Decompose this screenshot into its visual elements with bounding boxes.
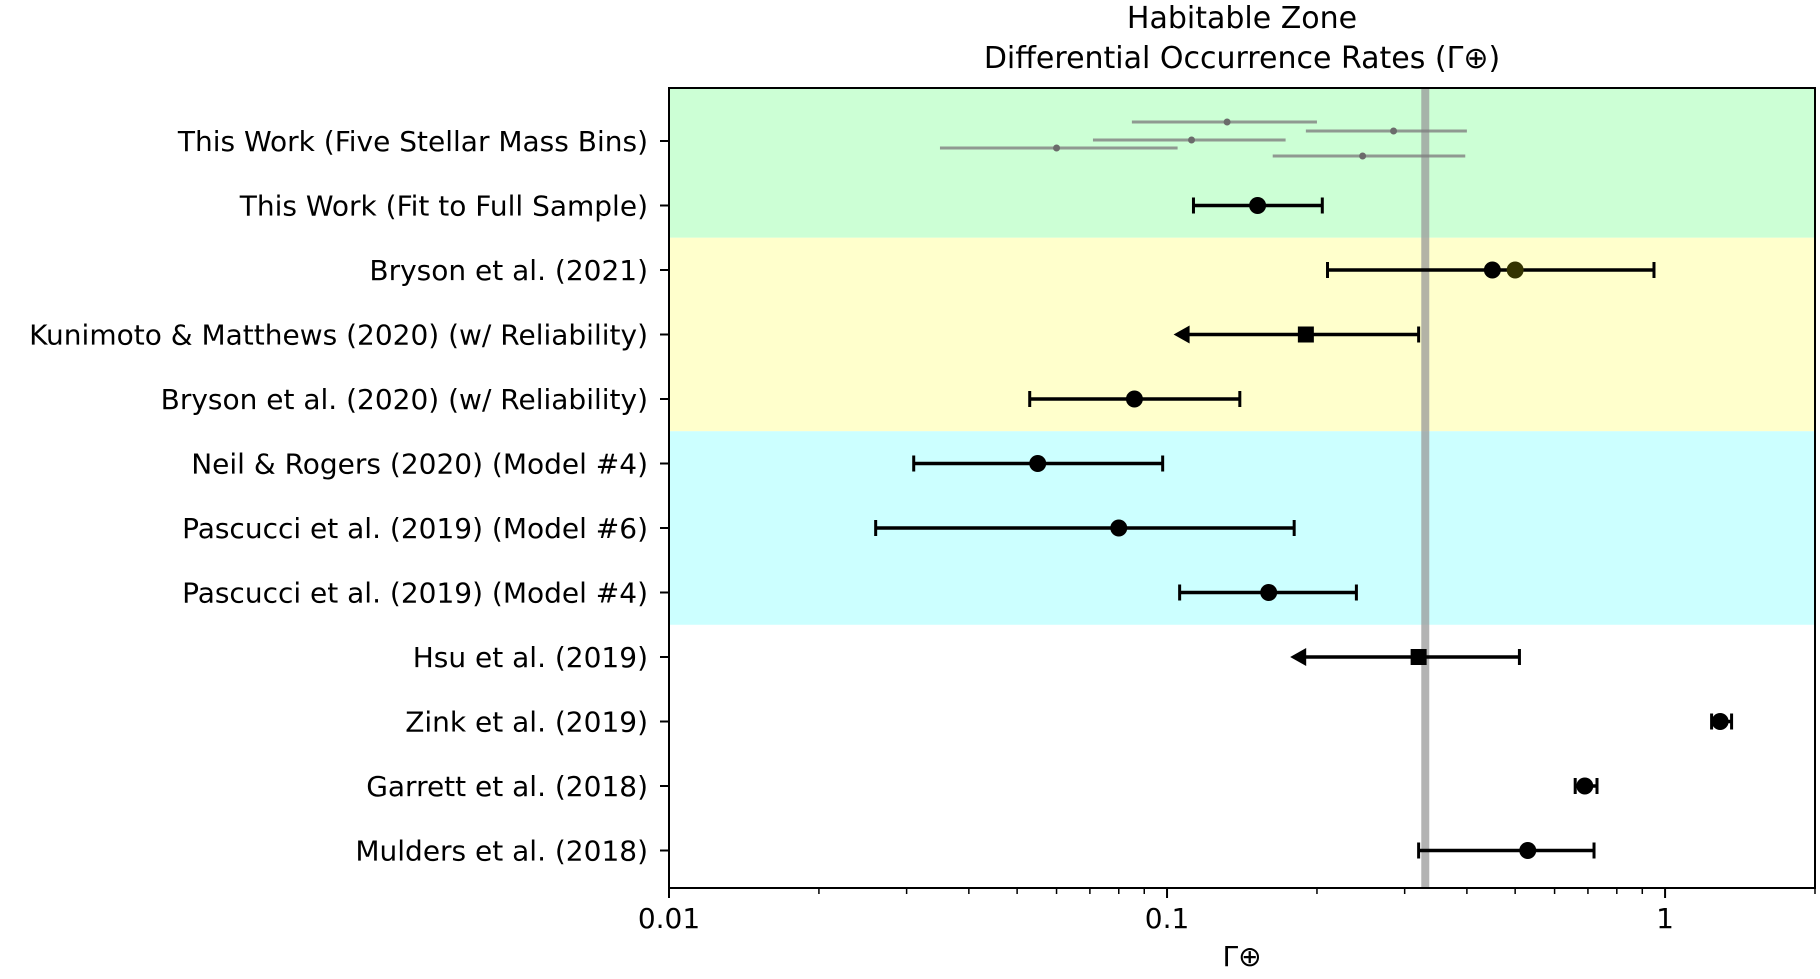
data-points-group <box>874 197 1734 859</box>
plot-frame <box>668 87 1816 889</box>
y-tick-label: Garrett et al. (2018) <box>366 770 648 803</box>
data-point <box>1506 261 1524 279</box>
data-point <box>1260 584 1278 601</box>
y-tick-label: Bryson et al. (2020) (w/ Reliability) <box>161 383 648 416</box>
y-tick-label: Bryson et al. (2021) <box>369 254 648 287</box>
band-green <box>669 88 1815 238</box>
data-point <box>1029 455 1047 472</box>
x-axis-label: Γ⊕ <box>1222 940 1261 973</box>
mass-bin-point <box>1053 144 1061 152</box>
data-point <box>1519 842 1537 859</box>
data-point <box>1576 777 1594 795</box>
y-tick-label: Hsu et al. (2019) <box>413 641 648 674</box>
mass-bin-point <box>1223 118 1231 126</box>
y-tick-label: Zink et al. (2019) <box>405 706 648 739</box>
y-axis: This Work (Five Stellar Mass Bins) This W… <box>29 125 669 868</box>
x-tick-label: 0.01 <box>638 902 700 935</box>
y-tick-label: Neil & Rogers (2020) (Model #4) <box>191 448 648 481</box>
y-tick-label: Pascucci et al. (2019) (Model #6) <box>182 512 648 545</box>
data-point <box>1249 197 1267 214</box>
y-tick-label: Pascucci et al. (2019) (Model #4) <box>182 577 648 610</box>
data-point-square <box>1410 649 1427 665</box>
data-point <box>1110 519 1128 537</box>
upper-limit-arrow <box>1290 648 1307 666</box>
x-tick-label: 1 <box>1656 902 1674 935</box>
mass-bin-point <box>1359 152 1367 160</box>
background-bands <box>669 88 1815 625</box>
y-tick-label: Kunimoto & Matthews (2020) (w/ Reliabili… <box>29 319 648 352</box>
y-tick-label: Mulders et al. (2018) <box>355 835 648 868</box>
mass-bins-group <box>939 118 1467 160</box>
data-point <box>1711 713 1729 730</box>
mass-bin-point <box>1188 136 1196 144</box>
data-point <box>1125 390 1143 408</box>
data-point-square <box>1297 326 1314 343</box>
chart-title-line2: Differential Occurrence Rates (Γ⊕) <box>984 41 1500 76</box>
mass-bin-point <box>1390 127 1398 135</box>
y-tick-label: This Work (Five Stellar Mass Bins) <box>177 125 648 158</box>
y-tick-label: This Work (Fit to Full Sample) <box>239 190 648 223</box>
x-tick-label: 0.1 <box>1145 902 1190 935</box>
upper-limit-arrow <box>1173 325 1190 344</box>
x-axis: 0.01 0.1 1 <box>638 888 1816 935</box>
data-point <box>1483 261 1501 279</box>
chart-title-line1: Habitable Zone <box>1127 1 1357 36</box>
